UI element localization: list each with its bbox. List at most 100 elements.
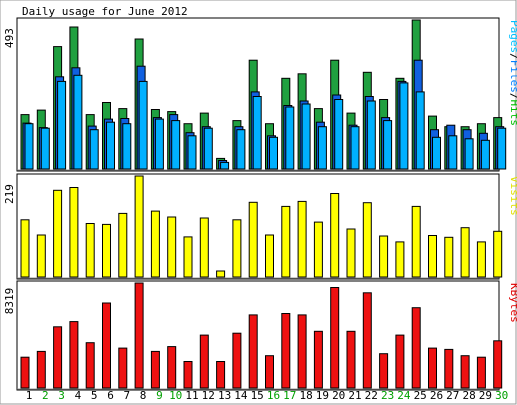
day-label-26: 26 bbox=[430, 389, 443, 402]
bar-visits-day-5 bbox=[85, 223, 95, 278]
bar-kbytes-day-6 bbox=[102, 302, 111, 389]
bar-pages-day-5 bbox=[89, 129, 99, 170]
bar-pages-day-24 bbox=[399, 82, 409, 170]
bar-visits-day-6 bbox=[102, 223, 111, 278]
day-label-10: 10 bbox=[169, 389, 182, 402]
bar-pages-day-21 bbox=[350, 126, 360, 170]
bar-kbytes-day-15 bbox=[248, 314, 258, 389]
day-label-1: 1 bbox=[26, 389, 33, 402]
day-label-11: 11 bbox=[185, 389, 198, 402]
bar-visits-day-2 bbox=[36, 234, 46, 278]
bar-pages-day-13 bbox=[220, 161, 230, 170]
bar-pages-day-9 bbox=[154, 118, 164, 170]
bar-kbytes-day-1 bbox=[20, 356, 30, 389]
panel-legend: KBytes bbox=[508, 283, 517, 323]
day-label-20: 20 bbox=[332, 389, 345, 402]
day-label-4: 4 bbox=[75, 389, 82, 402]
bar-visits-day-19 bbox=[313, 221, 323, 278]
bar-visits-day-10 bbox=[167, 216, 177, 278]
bar-visits-day-25 bbox=[411, 205, 421, 278]
day-axis-labels: 1 2 3 4 5 6 7 8 9 10 11 12 13 14 15 16 17 18 19 20 21 22 23 24 2… bbox=[26, 389, 509, 402]
day-label-6: 6 bbox=[107, 389, 114, 402]
bar-visits-day-1 bbox=[20, 219, 30, 278]
bar-pages-day-29 bbox=[480, 139, 490, 170]
legend-entry: Pages bbox=[508, 20, 517, 53]
bar-pages-day-8 bbox=[138, 80, 148, 170]
bar-kbytes-day-17 bbox=[281, 313, 291, 389]
bar-pages-day-30 bbox=[497, 127, 507, 170]
day-label-25: 25 bbox=[414, 389, 427, 402]
bar-kbytes-day-25 bbox=[411, 307, 421, 389]
bar-kbytes-day-19 bbox=[313, 330, 323, 389]
day-label-24: 24 bbox=[397, 389, 411, 402]
day-label-12: 12 bbox=[202, 389, 215, 402]
legend-entry: Files bbox=[508, 60, 517, 93]
bar-visits-day-16 bbox=[265, 234, 274, 278]
day-label-14: 14 bbox=[234, 389, 248, 402]
bar-kbytes-day-30 bbox=[493, 340, 503, 389]
panel-visits: 219 Visits bbox=[3, 173, 517, 280]
bar-kbytes-day-18 bbox=[297, 314, 307, 389]
bar-pages-day-26 bbox=[432, 136, 441, 170]
bar-pages-day-4 bbox=[73, 74, 83, 170]
bar-visits-day-21 bbox=[346, 228, 356, 278]
day-label-21: 21 bbox=[348, 389, 361, 402]
day-label-27: 27 bbox=[446, 389, 459, 402]
bar-pages-day-20 bbox=[334, 99, 344, 170]
bar-visits-day-11 bbox=[183, 236, 193, 278]
day-label-7: 7 bbox=[123, 389, 130, 402]
bar-visits-day-26 bbox=[428, 235, 437, 278]
bar-pages-day-19 bbox=[317, 126, 327, 170]
bar-pages-day-16 bbox=[269, 136, 278, 170]
bar-kbytes-day-20 bbox=[330, 287, 340, 389]
day-label-3: 3 bbox=[58, 389, 65, 402]
bar-pages-day-2 bbox=[40, 127, 50, 170]
bar-pages-day-25 bbox=[415, 91, 425, 170]
bar-kbytes-day-28 bbox=[460, 355, 470, 389]
bar-pages-day-6 bbox=[106, 121, 115, 170]
bar-visits-day-4 bbox=[69, 187, 79, 278]
bar-visits-day-22 bbox=[362, 202, 372, 278]
bar-pages-day-1 bbox=[24, 123, 34, 170]
bar-visits-day-3 bbox=[53, 189, 63, 278]
bar-pages-day-28 bbox=[464, 138, 474, 170]
bar-kbytes-day-29 bbox=[476, 356, 486, 389]
day-label-18: 18 bbox=[299, 389, 312, 402]
bar-visits-day-8 bbox=[134, 175, 144, 278]
bar-visits-day-18 bbox=[297, 200, 307, 278]
bar-kbytes-day-2 bbox=[36, 350, 46, 389]
bar-kbytes-day-8 bbox=[134, 282, 144, 389]
chart-title: Daily usage for June 2012 bbox=[22, 5, 188, 18]
day-label-13: 13 bbox=[218, 389, 231, 402]
bar-kbytes-day-26 bbox=[428, 347, 437, 389]
bar-visits-day-14 bbox=[232, 219, 242, 278]
bar-pages-day-14 bbox=[236, 129, 246, 170]
day-label-2: 2 bbox=[42, 389, 49, 402]
bar-visits-day-17 bbox=[281, 205, 291, 278]
day-label-22: 22 bbox=[365, 389, 378, 402]
day-label-30: 30 bbox=[495, 389, 508, 402]
bar-kbytes-day-5 bbox=[85, 342, 95, 389]
legend-entry: / bbox=[508, 53, 517, 60]
bar-visits-day-9 bbox=[150, 210, 160, 278]
bar-kbytes-day-9 bbox=[150, 350, 160, 389]
bar-pages-day-18 bbox=[301, 103, 311, 170]
panel-legend: Pages/Files/Hits bbox=[508, 20, 517, 126]
bar-visits-day-23 bbox=[379, 235, 389, 278]
bar-visits-day-30 bbox=[493, 230, 503, 278]
bar-kbytes-day-24 bbox=[395, 334, 405, 389]
day-label-23: 23 bbox=[381, 389, 394, 402]
bar-visits-day-29 bbox=[476, 241, 486, 278]
bar-visits-day-24 bbox=[395, 241, 405, 278]
bar-kbytes-day-22 bbox=[362, 292, 372, 389]
bar-pages-day-27 bbox=[448, 135, 458, 170]
bar-pages-day-12 bbox=[203, 127, 213, 170]
bar-pages-day-15 bbox=[252, 96, 262, 170]
day-label-29: 29 bbox=[479, 389, 492, 402]
bar-kbytes-day-13 bbox=[216, 361, 226, 389]
legend-entry: KBytes bbox=[508, 283, 517, 323]
bar-visits-day-28 bbox=[460, 227, 470, 278]
bar-pages-day-17 bbox=[285, 106, 295, 170]
